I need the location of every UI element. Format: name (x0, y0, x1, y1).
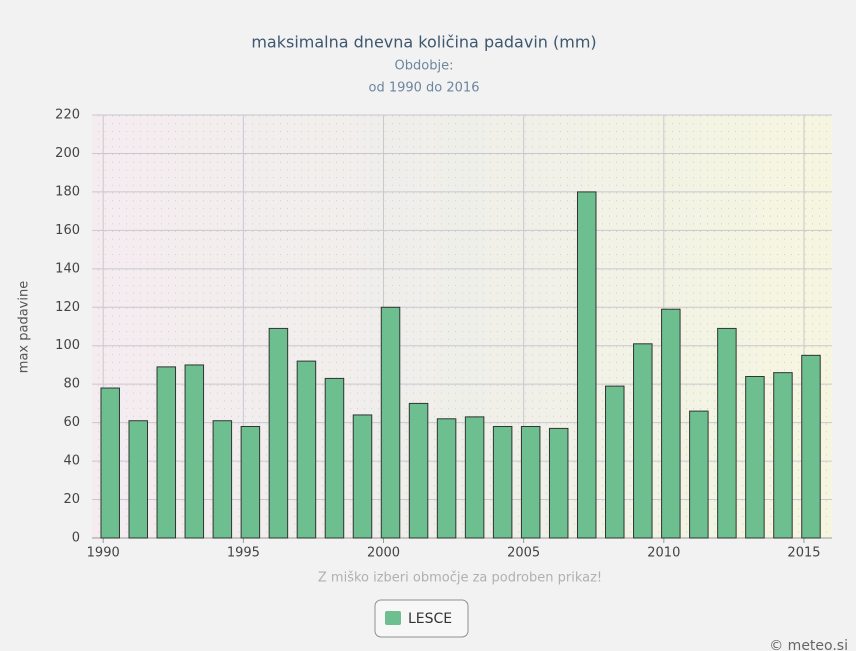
x-tick-label: 2010 (647, 546, 680, 561)
bar (492, 425, 513, 539)
y-tick-label: 40 (63, 454, 80, 469)
y-tick-label: 0 (72, 531, 80, 546)
x-tick-label: 1990 (87, 546, 120, 561)
bar (128, 420, 148, 539)
y-tick-label: 180 (55, 184, 80, 199)
y-axis-label: max padavine (17, 281, 32, 373)
subtitle: Obdobje: (395, 59, 454, 74)
y-tick-label: 80 (63, 377, 80, 392)
bar (296, 360, 317, 539)
bar (605, 385, 625, 539)
bar (324, 377, 345, 539)
y-tick-label: 200 (55, 146, 80, 161)
bar (100, 387, 120, 539)
subtitle: od 1990 do 2016 (369, 81, 480, 96)
legend-box (374, 599, 469, 638)
bar (576, 191, 597, 539)
bar (268, 327, 289, 539)
legend-label: LESCE (408, 611, 452, 627)
bar (240, 425, 261, 539)
bar (661, 308, 681, 539)
y-tick-label: 160 (55, 223, 80, 238)
bar (408, 402, 429, 539)
legend-swatch (385, 611, 401, 625)
y-tick-label: 20 (63, 492, 80, 507)
bar (352, 414, 373, 539)
bar (717, 327, 737, 539)
x-tick-label: 1995 (227, 546, 260, 561)
bar (745, 375, 765, 539)
bar (548, 427, 569, 539)
note: Z miško izberi območje za podroben prika… (318, 571, 602, 586)
y-tick-label: 120 (55, 300, 80, 315)
bar (520, 425, 541, 539)
bar (773, 372, 793, 539)
y-tick-label: 100 (55, 338, 80, 353)
bar (380, 306, 401, 539)
bar (801, 354, 821, 539)
x-tick-label: 2005 (507, 546, 540, 561)
x-tick-label: 2000 (367, 546, 400, 561)
bar (689, 410, 709, 539)
credit: © meteo.si (769, 638, 848, 651)
bar (212, 420, 233, 539)
chart-title: maksimalna dnevna količina padavin (mm) (251, 33, 596, 52)
bar (184, 364, 205, 539)
x-tick-label: 2015 (787, 546, 820, 561)
y-tick-label: 220 (55, 108, 80, 123)
bar (464, 416, 485, 539)
bar (633, 343, 653, 539)
bar (156, 366, 177, 539)
y-tick-label: 60 (63, 415, 80, 430)
y-tick-label: 140 (55, 261, 80, 276)
bar (436, 418, 457, 539)
